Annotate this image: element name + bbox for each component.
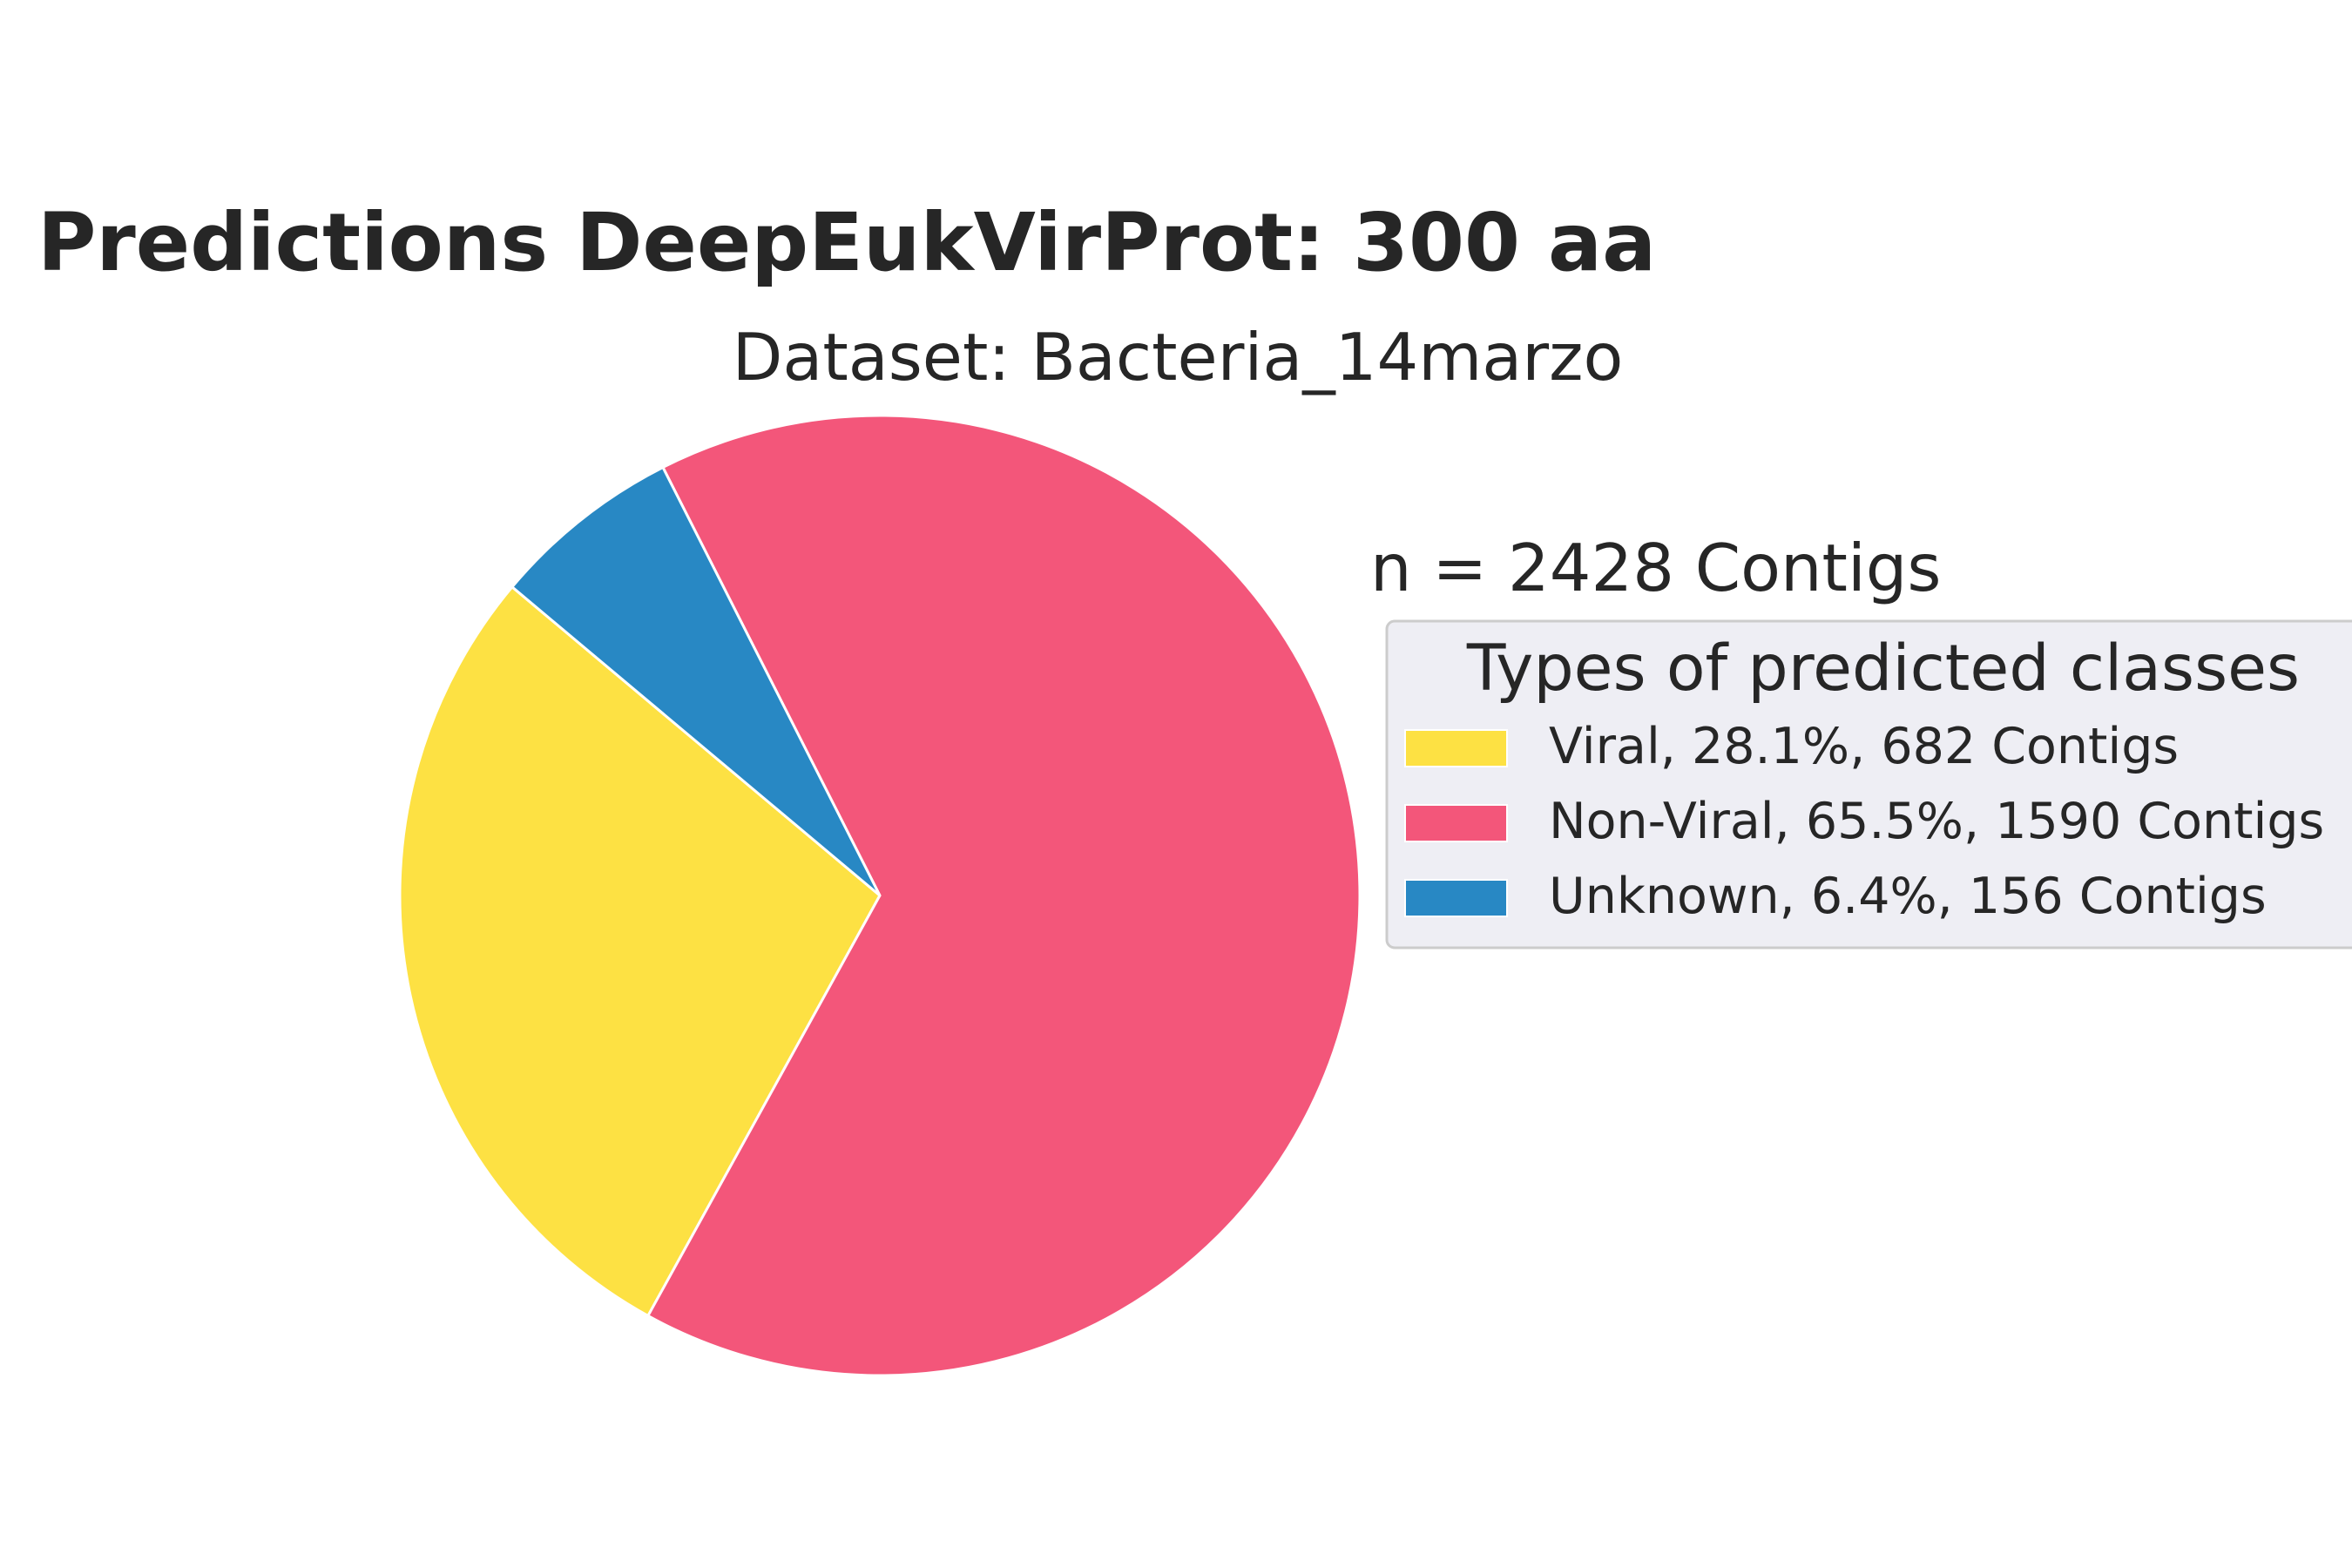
total-count-annotation: n = 2428 Contigs	[1370, 530, 1941, 606]
legend-item: Viral, 28.1%, 682 Contigs	[1404, 718, 2179, 775]
legend-item: Non-Viral, 65.5%, 1590 Contigs	[1404, 793, 2324, 850]
legend-swatch	[1404, 804, 1508, 842]
legend: Types of predicted classes Viral, 28.1%,…	[1385, 619, 2352, 950]
pie-slice-non-viral	[646, 414, 1362, 1377]
legend-swatch	[1404, 879, 1508, 917]
legend-label: Non-Viral, 65.5%, 1590 Contigs	[1549, 793, 2324, 850]
chart-subtitle: Dataset: Bacteria_14marzo	[733, 319, 1624, 395]
chart-title: Predictions DeepEukVirProt: 300 aa	[37, 196, 1656, 289]
legend-swatch	[1404, 729, 1508, 767]
legend-label: Unknown, 6.4%, 156 Contigs	[1549, 868, 2267, 925]
pie-slice-viral	[398, 585, 882, 1317]
pie-slice-unknown	[510, 465, 882, 897]
legend-box	[1385, 619, 2352, 950]
legend-items: Viral, 28.1%, 682 Contigs Non-Viral, 65.5…	[1404, 718, 2324, 925]
legend-item: Unknown, 6.4%, 156 Contigs	[1404, 868, 2267, 925]
pie-slices	[398, 414, 1362, 1377]
legend-label: Viral, 28.1%, 682 Contigs	[1549, 718, 2179, 775]
legend-title: Types of predicted classes	[1466, 632, 2300, 706]
